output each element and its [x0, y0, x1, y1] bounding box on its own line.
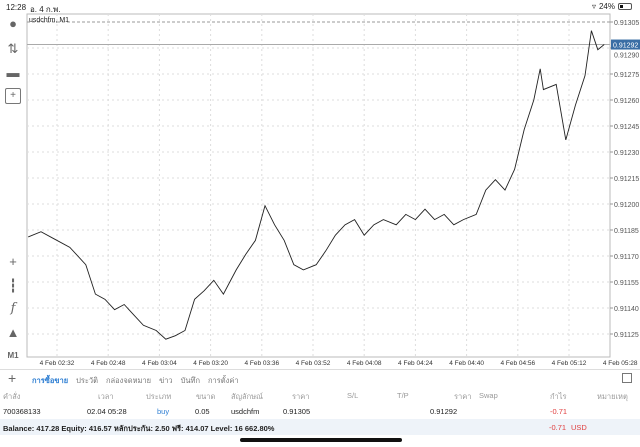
col-sl: S/L: [347, 391, 359, 400]
candlestick-icon[interactable]: ┇: [9, 278, 17, 293]
battery-icon: [618, 3, 632, 10]
current-price-label: 0.91292: [613, 43, 638, 50]
x-tick-label: 4 Feb 03:52: [296, 360, 331, 367]
balance-row: Balance: 417.28 Equity: 416.57 หลักประกั…: [0, 419, 640, 435]
table-row[interactable]: 700368133 02.04 05:28 buy 0.05 usdchfm 0…: [0, 403, 640, 419]
y-tick-label: 0.91140: [614, 306, 639, 313]
layout-icon[interactable]: [622, 373, 632, 383]
y-tick-label: 0.91260: [614, 98, 639, 105]
crosshair-icon[interactable]: +: [9, 254, 17, 269]
plot-area: [26, 13, 611, 358]
order-ticket: 700368133: [3, 407, 41, 416]
x-tick-label: 4 Feb 04:40: [449, 360, 484, 367]
balance-summary: Balance: 417.28 Equity: 416.57 หลักประกั…: [3, 424, 275, 433]
x-tick-label: 4 Feb 04:24: [398, 360, 433, 367]
total-profit: -0.71: [549, 423, 567, 432]
status-bar: 12:28 อ. 4 ก.พ. ▿ 24%: [0, 0, 640, 14]
order-symbol: usdchfm: [231, 407, 260, 416]
y-tick-label: 0.91230: [614, 150, 639, 157]
col-tp: T/P: [397, 391, 409, 400]
shapes-icon[interactable]: ▲: [6, 325, 20, 340]
y-tick-label: 0.91170: [614, 254, 639, 261]
order-profit: -0.71: [550, 407, 568, 416]
y-tick-label: 0.91290: [614, 53, 639, 60]
col-price: ราคา: [292, 392, 310, 401]
price-line: [28, 30, 605, 340]
terminal-tabs: การซื้อขาย ประวัติ กล่องจดหมาย ข่าว บันท…: [32, 375, 239, 387]
order-time: 02.04 05:28: [87, 407, 127, 416]
clock: 12:28: [6, 3, 27, 12]
y-tick-label: 0.91185: [614, 228, 639, 235]
terminal-toolbar: + การซื้อขาย ประวัติ กล่องจดหมาย ข่าว บั…: [0, 369, 640, 386]
col-type: ประเภท: [146, 392, 172, 401]
function-icon[interactable]: f: [10, 301, 16, 316]
home-indicator: [240, 438, 402, 442]
x-tick-label: 4 Feb 03:04: [142, 360, 177, 367]
account-icon[interactable]: ●: [9, 16, 17, 31]
col-order: คำสั่ง: [3, 392, 21, 401]
order-type: buy: [157, 407, 170, 416]
chat-icon[interactable]: ▬: [6, 65, 20, 80]
x-tick-label: 4 Feb 03:20: [193, 360, 228, 367]
date: อ. 4 ก.พ.: [30, 5, 61, 14]
tab-journal[interactable]: บันทึก: [180, 376, 201, 385]
table-header: คำสั่ง เวลา ประเภท ขนาด สัญลักษณ์ ราคา S…: [0, 387, 640, 403]
col-comment: หมายเหตุ: [597, 392, 628, 401]
current-price-badge: [611, 39, 640, 50]
tab-trade[interactable]: การซื้อขาย: [32, 376, 69, 385]
x-tick-label: 4 Feb 02:32: [40, 360, 75, 367]
chart-title: usdchfm, M1: [29, 17, 69, 24]
x-tick-label: 4 Feb 04:08: [347, 360, 382, 367]
tab-history[interactable]: ประวัติ: [76, 376, 99, 385]
y-tick-label: 0.91155: [614, 280, 639, 287]
col-swap: Swap: [479, 391, 498, 400]
battery-percent: 24%: [598, 2, 615, 11]
add-icon[interactable]: +: [8, 370, 17, 386]
x-tick-label: 4 Feb 02:48: [91, 360, 126, 367]
x-tick-label: 4 Feb 03:36: [244, 360, 279, 367]
trade-arrows-icon[interactable]: ⇅: [7, 41, 19, 56]
col-profit: กำไร: [550, 392, 567, 401]
y-tick-label: 0.91245: [614, 124, 639, 131]
order-current-price: 0.91292: [430, 407, 458, 416]
order-volume: 0.05: [195, 407, 210, 416]
price-chart[interactable]: 0.91305 0.91290 0.91275 0.91260 0.91245 0.912…: [0, 0, 640, 368]
y-tick-label: 0.91305: [614, 20, 639, 27]
tab-settings[interactable]: การตั้งค่า: [208, 376, 239, 385]
col-volume: ขนาด: [196, 392, 216, 401]
x-tick-label: 4 Feb 05:12: [552, 360, 587, 367]
new-document-icon[interactable]: +: [5, 88, 21, 104]
x-tick-label: 4 Feb 04:56: [500, 360, 535, 367]
timeframe-button[interactable]: M1: [7, 351, 19, 360]
currency: USD: [571, 423, 587, 432]
y-tick-label: 0.91215: [614, 176, 639, 183]
x-tick-label: 4 Feb 05:28: [603, 360, 638, 367]
col-time: เวลา: [98, 392, 114, 401]
y-tick-label: 0.91200: [614, 202, 639, 209]
y-tick-label: 0.91275: [614, 72, 639, 79]
col-current-price: ราคา: [454, 392, 472, 401]
tab-mailbox[interactable]: กล่องจดหมาย: [106, 376, 152, 385]
y-tick-label: 0.91125: [614, 332, 639, 339]
col-symbol: สัญลักษณ์: [231, 392, 264, 401]
order-open-price: 0.91305: [283, 407, 311, 416]
left-toolbar: ● ⇅ ▬ + + ┇ f ▲ M1: [0, 14, 26, 364]
wifi-icon: ▿: [591, 2, 596, 11]
tab-news[interactable]: ข่าว: [159, 376, 173, 385]
